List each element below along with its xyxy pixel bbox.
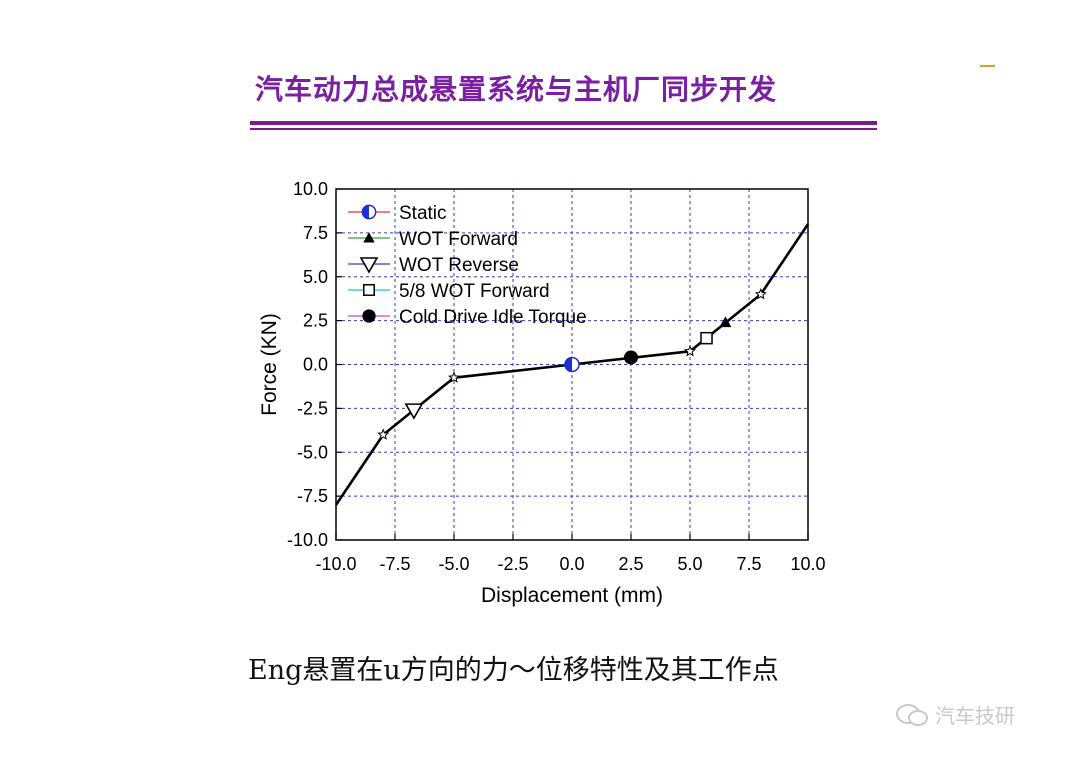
legend-item: 5/8 WOT Forward: [348, 281, 550, 302]
y-tick-label: 7.5: [303, 223, 328, 243]
curve-breakpoint-marker: [754, 287, 767, 300]
curve-breakpoint-marker: [377, 428, 390, 440]
data-point-wot-reverse: [404, 403, 424, 420]
y-tick-label: -5.0: [297, 442, 328, 462]
legend-label: 5/8 WOT Forward: [399, 281, 550, 302]
y-tick-label: -10.0: [287, 530, 328, 550]
corner-accent-dash: [980, 65, 995, 67]
y-tick-label: 0.0: [303, 355, 328, 375]
y-tick-label: 2.5: [303, 311, 328, 331]
data-point-wot-forward: [719, 316, 732, 328]
legend-label: WOT Forward: [399, 229, 518, 250]
curve-breakpoint-marker: [448, 371, 460, 383]
title-underline-thin: [250, 128, 877, 130]
y-tick-label: -7.5: [297, 486, 328, 506]
legend-swatch-marker: [363, 284, 375, 296]
legend-item: WOT Reverse: [348, 255, 519, 276]
x-tick-label: -5.0: [438, 554, 469, 574]
legend-swatch-marker: [363, 232, 375, 243]
watermark-text: 汽车技研: [935, 704, 1015, 728]
x-tick-label: 5.0: [677, 554, 702, 574]
x-tick-label: -2.5: [497, 554, 528, 574]
slide-title: 汽车动力总成悬置系统与主机厂同步开发: [255, 73, 778, 106]
title-underline-thick: [250, 121, 877, 125]
legend: Static WOT Forward WOT Reverse 5/8 WOT Forw…: [348, 203, 587, 328]
y-tick-label: 5.0: [303, 267, 328, 287]
legend-swatch-marker: [361, 204, 377, 220]
x-tick-label: 10.0: [790, 554, 825, 574]
legend-swatch-marker: [362, 309, 376, 323]
x-tick-label: 7.5: [736, 554, 761, 574]
legend-label: Cold Drive Idle Torque: [399, 307, 587, 328]
marker-half-fill: [362, 205, 369, 219]
data-point-5-8-wot-forward: [700, 331, 713, 345]
chat-bubble-icon: [896, 703, 928, 726]
watermark: 汽车技研: [895, 700, 1015, 729]
legend-item: Static: [348, 203, 447, 224]
axis-ticks: -10.0 -7.5 -5.0 -2.5 0.0 2.5 5.0 7.5 10.0 -10.0 -7…: [287, 179, 826, 574]
legend-item: Cold Drive Idle Torque: [348, 307, 587, 328]
force-displacement-chart: -10.0 -7.5 -5.0 -2.5 0.0 2.5 5.0 7.5 10.0 -10.0 -7…: [258, 179, 826, 607]
data-point-cold-drive-idle-torque: [624, 350, 638, 365]
x-tick-label: -7.5: [379, 554, 410, 574]
legend-item: WOT Forward: [348, 229, 518, 250]
x-tick-label: 2.5: [618, 554, 643, 574]
x-tick-label: -10.0: [315, 554, 356, 574]
legend-swatch-marker: [359, 257, 379, 274]
y-tick-label: -2.5: [297, 398, 328, 418]
legend-label: Static: [399, 203, 447, 224]
data-point-static: [564, 356, 580, 373]
marker-half-fill: [565, 357, 572, 372]
figure-caption: Eng悬置在u方向的力～位移特性及其工作点: [248, 655, 779, 686]
y-axis-label: Force (KN): [258, 313, 281, 416]
x-axis-label: Displacement (mm): [481, 584, 663, 607]
x-tick-label: 0.0: [559, 554, 584, 574]
marker-layer: [404, 316, 732, 420]
curve-breakpoint-marker: [684, 345, 696, 357]
y-tick-label: 10.0: [293, 179, 328, 199]
legend-label: WOT Reverse: [399, 255, 519, 276]
